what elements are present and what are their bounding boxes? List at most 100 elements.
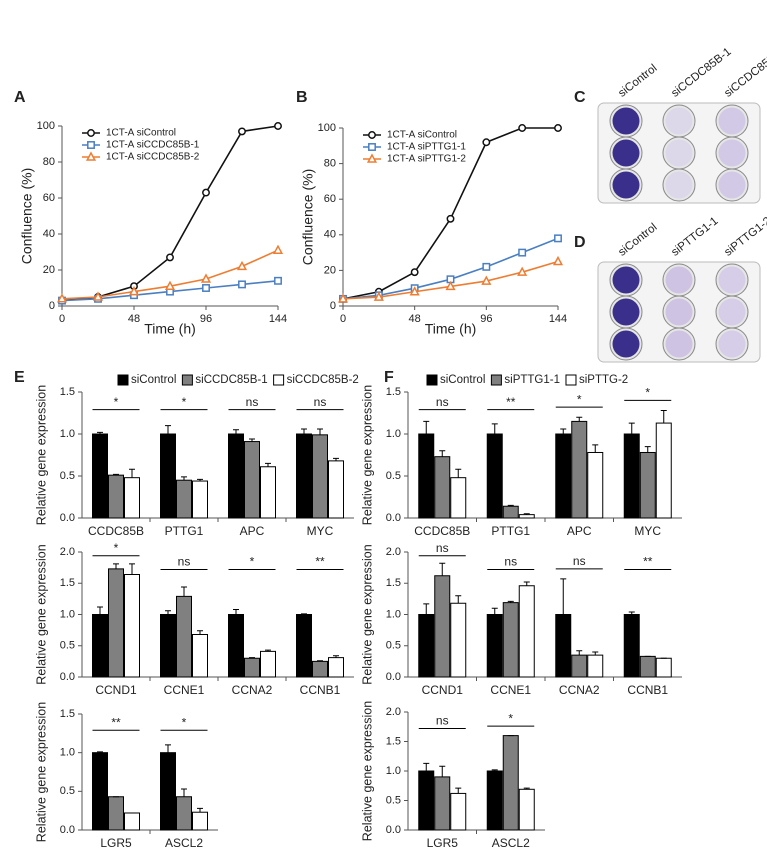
marker: [128, 286, 140, 296]
legend-label: siCCDC85B-1: [195, 374, 267, 386]
error-bar: [317, 660, 323, 662]
bar: [555, 614, 572, 678]
significance-label: ns: [314, 395, 327, 409]
error-bar: [439, 765, 446, 777]
y-axis-label: Relative gene expression: [360, 544, 374, 684]
y-tick-label: 1.0: [386, 608, 401, 620]
marker: [272, 244, 284, 254]
bar: [655, 657, 672, 678]
marker: [373, 291, 384, 301]
bar: [176, 479, 192, 519]
significance-label: *: [114, 541, 119, 555]
legend-label: 1CT-A siPTTG1-1: [387, 142, 466, 153]
bar: [176, 796, 192, 831]
y-tick-label: 60: [43, 192, 55, 204]
bar: [486, 770, 503, 831]
y-tick-label: 20: [43, 264, 55, 276]
y-tick-label: 0.0: [386, 671, 401, 683]
legend-swatch: [490, 374, 502, 386]
error-bar: [423, 420, 430, 434]
x-tick-label: ASCL2: [492, 836, 530, 850]
y-tick-label: 2.0: [386, 546, 401, 558]
marker: [56, 293, 68, 303]
panel-letter: C: [574, 89, 586, 106]
y-axis-label: Relative gene expression: [360, 701, 374, 841]
y-tick-label: 80: [324, 158, 336, 170]
marker: [410, 268, 419, 277]
error-bar: [439, 562, 446, 576]
marker: [482, 138, 491, 147]
y-tick-label: 0.0: [60, 824, 75, 836]
error-bar: [97, 431, 103, 434]
bar: [418, 770, 435, 831]
y-tick-label: 80: [43, 156, 55, 168]
bar: [555, 433, 572, 519]
bar: [518, 585, 535, 678]
well-stain: [718, 330, 746, 358]
bar: [92, 752, 108, 831]
well-stain: [718, 298, 746, 326]
marker: [274, 122, 282, 130]
bar: [124, 574, 140, 678]
marker: [274, 276, 282, 285]
x-tick-label: CCND1: [422, 683, 464, 697]
y-tick-label: 0.0: [386, 512, 401, 524]
error-bar: [507, 504, 514, 507]
error-bar: [197, 478, 203, 482]
bar: [160, 614, 176, 678]
bar: [108, 474, 124, 519]
x-tick-label: CCND1: [95, 683, 137, 697]
bar: [486, 614, 503, 678]
bar: [518, 514, 535, 519]
error-bar: [165, 425, 171, 434]
y-axis-label: Confluence (%): [19, 168, 35, 265]
bar: [176, 595, 192, 678]
bar: [296, 433, 312, 519]
error-bar: [628, 611, 635, 615]
significance-label: *: [645, 386, 650, 400]
x-tick-label: CCDC85B: [88, 524, 144, 538]
x-tick-label: 144: [269, 313, 287, 325]
error-bar: [197, 630, 203, 635]
significance-label: **: [315, 555, 325, 569]
bar: [328, 460, 344, 519]
significance-label: ns: [436, 714, 449, 728]
column-label: siPTTG1-1: [669, 215, 720, 259]
x-axis-label: Time (h): [425, 321, 477, 337]
y-tick-label: 1.5: [386, 386, 401, 398]
bar: [502, 505, 519, 519]
error-bar: [576, 650, 583, 656]
bar: [244, 657, 260, 678]
well-stain: [612, 330, 640, 358]
marker: [202, 188, 210, 197]
legend-label: siControl: [131, 374, 176, 386]
error-bar: [455, 468, 462, 478]
bar: [434, 456, 451, 519]
x-tick-label: LGR5: [100, 836, 132, 850]
y-tick-label: 1.0: [60, 608, 75, 620]
significance-label: *: [182, 715, 187, 729]
y-tick-label: 100: [37, 120, 55, 132]
error-bar: [560, 428, 567, 434]
error-bar: [249, 657, 255, 659]
error-bar: [181, 788, 187, 797]
well-stain: [665, 107, 693, 135]
bar: [260, 466, 276, 519]
bar: [192, 811, 208, 831]
bar: [244, 441, 260, 519]
significance-label: **: [111, 715, 121, 729]
error-bar: [439, 450, 446, 457]
y-tick-label: 0.0: [60, 512, 75, 524]
legend-label: siPTTG1-1: [504, 374, 560, 386]
legend-label: 1CT-A siControl: [387, 130, 457, 141]
x-axis-label: Time (h): [144, 321, 196, 337]
error-bar: [491, 607, 498, 615]
error-bar: [233, 429, 239, 434]
legend-label: 1CT-A siCCDC85B-2: [106, 152, 200, 163]
significance-label: *: [182, 395, 187, 409]
significance-label: *: [114, 395, 119, 409]
x-tick-label: LGR5: [427, 836, 459, 850]
error-bar: [233, 609, 239, 615]
error-bar: [301, 428, 307, 434]
significance-label: ns: [246, 395, 259, 409]
